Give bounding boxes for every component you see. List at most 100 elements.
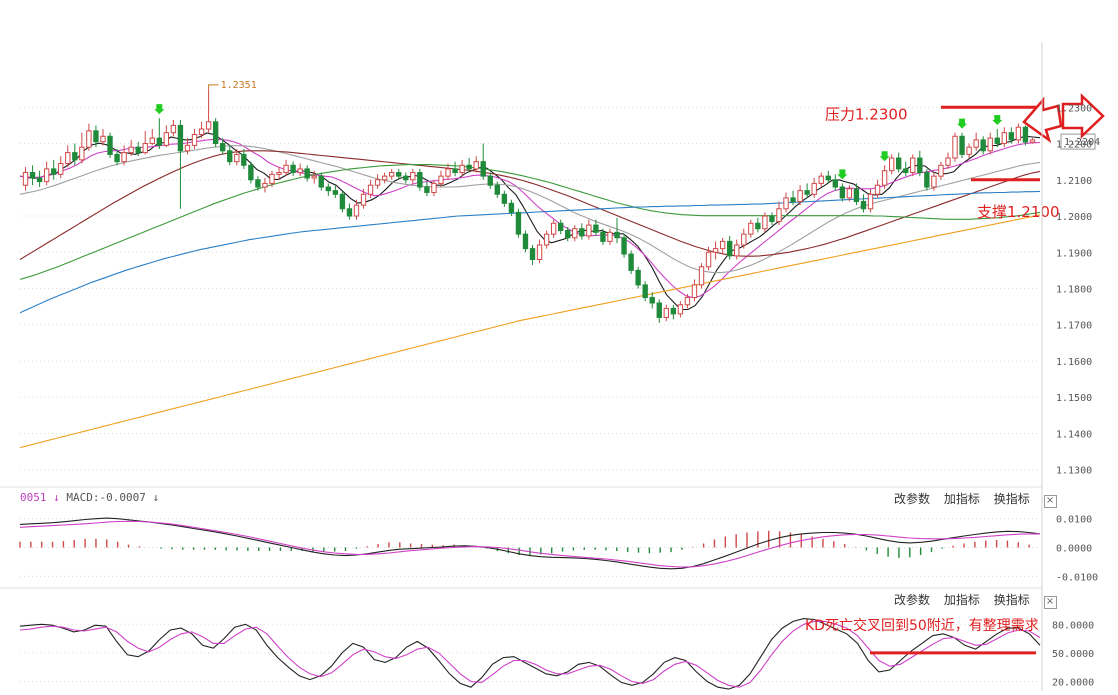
candle-up	[389, 172, 395, 177]
candle-up	[1001, 132, 1007, 145]
candle-up	[811, 182, 817, 195]
candle-down	[494, 184, 500, 195]
kd-tick-label: 50.0000	[1052, 649, 1094, 660]
change-params-button[interactable]: 改参数	[894, 593, 931, 607]
candle-down	[396, 172, 402, 177]
candle-down	[755, 222, 761, 230]
candle-down	[480, 161, 486, 177]
candle-up	[58, 162, 64, 175]
candle-down	[501, 193, 508, 204]
candle-up	[910, 157, 916, 174]
kd-tick-label: 80.0000	[1052, 620, 1094, 631]
candle-up	[938, 164, 944, 177]
candle-up	[205, 121, 212, 130]
candle-up	[163, 132, 170, 146]
candle-up	[881, 170, 888, 186]
candle-down	[558, 222, 564, 232]
switch-indicator-button[interactable]: 换指标	[993, 492, 1030, 506]
switch-indicator-button[interactable]: 换指标	[993, 593, 1030, 607]
last-price-box	[1060, 133, 1096, 150]
candle-up	[867, 193, 874, 210]
candle-up	[170, 124, 177, 134]
candle-up	[353, 204, 360, 217]
kd-panel: 80.0000 50.0000 20.0000 KD死亡交叉回到50附近，有整理需求	[19, 617, 1094, 690]
candle-down	[839, 186, 846, 199]
candle-up	[586, 224, 592, 237]
candle-down	[508, 202, 515, 213]
macd-panel: 0.0100 0.0000 -0.0100	[19, 515, 1098, 583]
candle-down	[346, 208, 353, 217]
candle-up	[705, 251, 712, 268]
candle-up	[818, 175, 824, 184]
candle-up	[1015, 126, 1022, 141]
candle-down	[248, 164, 254, 181]
candle-up	[234, 153, 240, 163]
candle-down	[727, 240, 733, 257]
signal-arrow-icon	[957, 118, 968, 129]
close-icon[interactable]: ×	[1043, 495, 1057, 508]
candle-up	[677, 304, 684, 315]
candle-down	[93, 130, 99, 143]
candle-down	[325, 186, 331, 192]
candle-down	[917, 157, 923, 174]
candle-up	[607, 231, 613, 242]
candle-up	[149, 137, 155, 145]
candle-down	[832, 179, 838, 188]
candle-down	[107, 135, 113, 155]
candle-down	[487, 175, 493, 186]
candle-down	[593, 224, 599, 233]
arrow-down-icon: ↓	[152, 491, 160, 504]
candle-up	[698, 266, 705, 286]
candle-up	[142, 143, 148, 154]
candle-up	[191, 133, 198, 146]
candle-up	[276, 172, 282, 175]
candle-down	[135, 146, 141, 154]
y-tick-label: 1.2200	[1056, 140, 1092, 151]
candle-down	[227, 150, 233, 163]
candle-down	[860, 201, 867, 210]
candle-down	[114, 153, 120, 163]
candle-up	[459, 164, 465, 174]
high-label: 1.2351	[221, 80, 257, 91]
candle-up	[311, 175, 317, 179]
candle-down	[212, 121, 219, 145]
high-marker	[208, 84, 219, 89]
candle-down	[628, 253, 634, 271]
change-params-button[interactable]: 改参数	[894, 492, 931, 506]
candle-down	[339, 193, 346, 210]
candle-up	[536, 244, 543, 261]
candle-up	[381, 175, 388, 181]
candle-down	[72, 152, 78, 161]
candle-up	[952, 135, 958, 159]
kd-panel-tools: 改参数 加指标 换指标 ×	[894, 591, 1067, 609]
candle-down	[29, 172, 36, 179]
ma-line-ma250	[19, 214, 1041, 449]
candle-up	[65, 152, 71, 164]
add-indicator-button[interactable]: 加指标	[943, 492, 980, 506]
close-icon[interactable]: ×	[1043, 596, 1057, 609]
candle-down	[529, 248, 536, 261]
right-arrow-icon	[1061, 93, 1105, 139]
candle-up	[262, 182, 268, 188]
add-indicator-button[interactable]: 加指标	[943, 593, 980, 607]
candle-up	[691, 284, 698, 299]
candle-down	[614, 231, 620, 239]
candle-down	[825, 175, 831, 181]
candle-up	[445, 168, 451, 177]
ma-line-ma60	[19, 164, 1041, 280]
candle-up	[719, 240, 726, 250]
candle-down	[466, 164, 472, 170]
candle-down	[600, 231, 606, 242]
ma-line-ma10	[19, 139, 1041, 299]
ma-line-ma30	[19, 150, 1041, 260]
candle-down	[452, 168, 458, 174]
macd-value-label: MACD:-0.0007	[66, 491, 146, 504]
candle-down	[924, 172, 930, 188]
candle-down	[635, 269, 641, 286]
candle-down	[853, 188, 860, 203]
candle-down	[36, 177, 43, 183]
candle-down	[670, 307, 677, 315]
candle-down	[1022, 126, 1029, 143]
candle-down	[318, 175, 324, 188]
